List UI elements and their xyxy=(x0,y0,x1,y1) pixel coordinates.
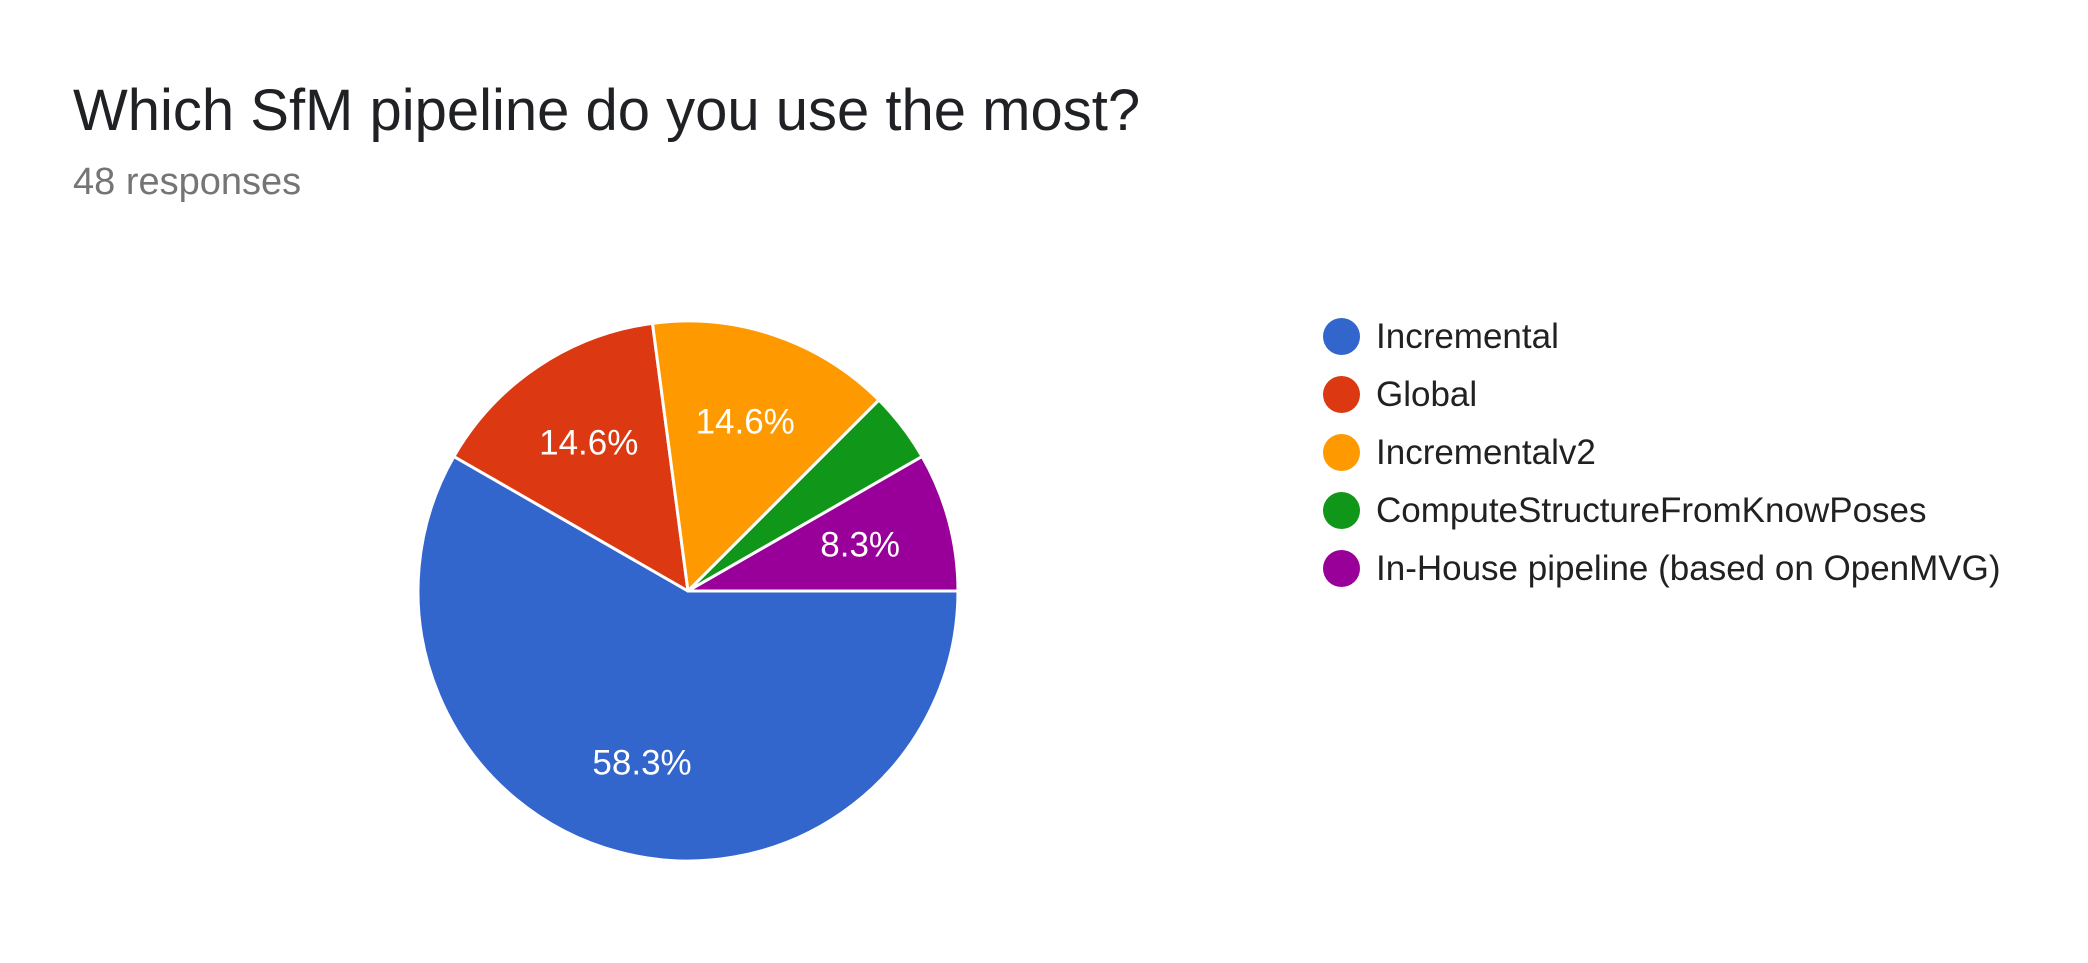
legend-label: Incrementalv2 xyxy=(1376,433,1596,472)
legend-swatch-icon xyxy=(1323,376,1360,413)
slice-label-incremental: 58.3% xyxy=(592,744,691,783)
legend-item-incrementalv2[interactable]: Incrementalv2 xyxy=(1323,429,2063,476)
legend-swatch-icon xyxy=(1323,550,1360,587)
slice-label-global: 14.6% xyxy=(539,423,638,462)
legend-swatch-icon xyxy=(1323,434,1360,471)
slice-label-in-house-pipeline-based-on-openmvg: 8.3% xyxy=(820,526,900,565)
chart-legend: Incremental Global Incrementalv2 ComputeStr… xyxy=(1323,313,2063,603)
legend-swatch-icon xyxy=(1323,318,1360,355)
legend-item-incremental[interactable]: Incremental xyxy=(1323,313,2063,360)
legend-label: In-House pipeline (based on OpenMVG) xyxy=(1376,549,2001,588)
chart-title: Which SfM pipeline do you use the most? xyxy=(73,78,1141,143)
pie-slice-global[interactable] xyxy=(452,321,690,593)
pie-slice-in-house-pipeline-based-on-openmvg[interactable] xyxy=(686,454,960,593)
legend-label: Incremental xyxy=(1376,317,1559,356)
legend-label: Global xyxy=(1376,375,1478,414)
legend-label: ComputeStructureFromKnowPoses xyxy=(1376,491,1927,530)
pie-slice-incrementalv2[interactable] xyxy=(650,319,881,593)
response-count: 48 responses xyxy=(73,161,302,203)
legend-item-in-house-pipeline-based-on-openmvg[interactable]: In-House pipeline (based on OpenMVG) xyxy=(1323,545,2063,592)
legend-item-global[interactable]: Global xyxy=(1323,371,2063,418)
legend-item-computestructurefromknowposes[interactable]: ComputeStructureFromKnowPoses xyxy=(1323,487,2063,534)
pie-slice-incremental[interactable] xyxy=(416,454,960,863)
slice-label-incrementalv2: 14.6% xyxy=(696,403,795,442)
legend-swatch-icon xyxy=(1323,492,1360,529)
